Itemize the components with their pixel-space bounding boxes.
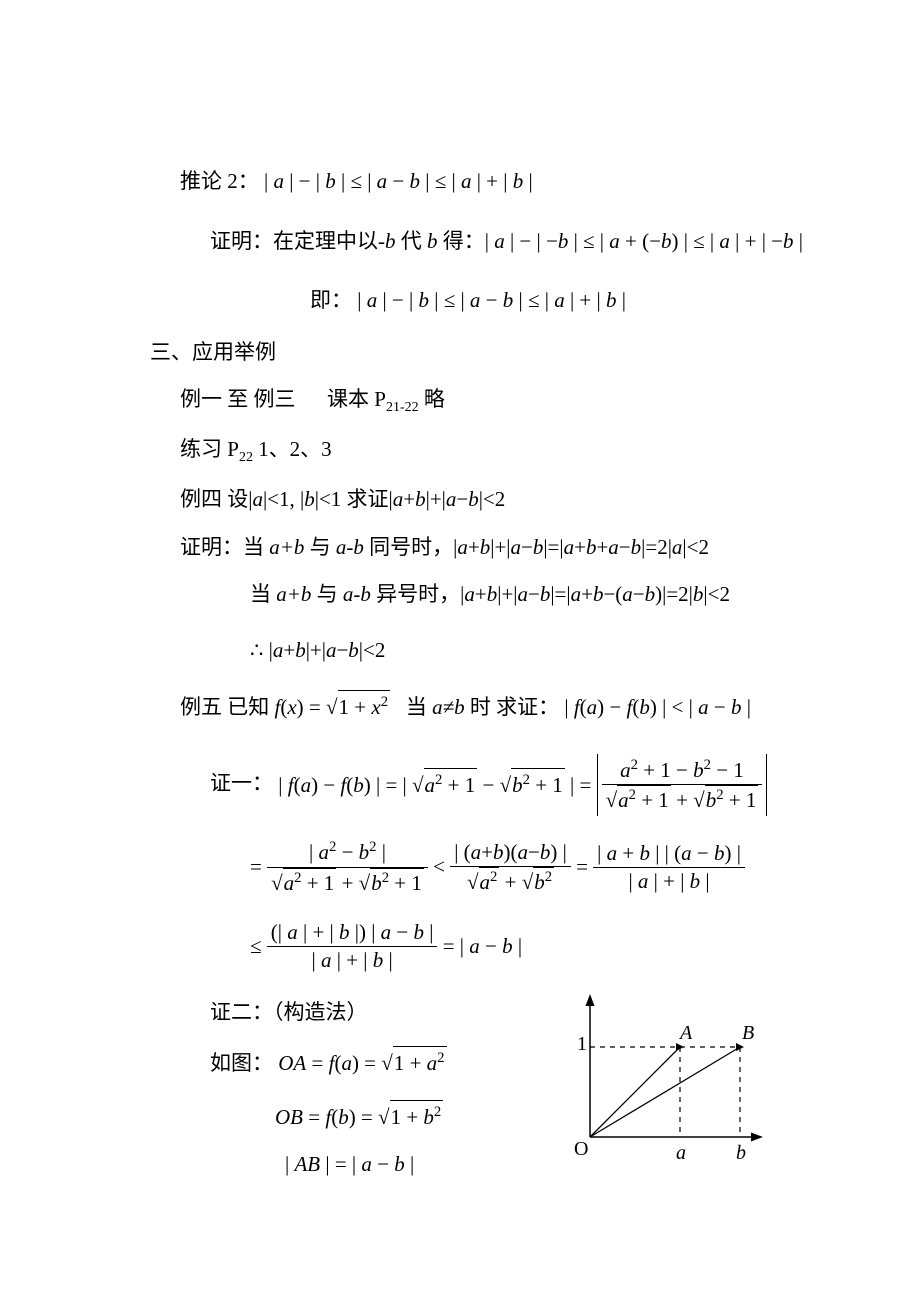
frac1-den: √a2 + 1 + √b2 + 1 xyxy=(602,785,763,814)
proof-text1e: 得： xyxy=(438,229,485,253)
frac5-den: | a | + | b | xyxy=(267,947,438,974)
corollary2-label: 推论 2： xyxy=(180,169,259,193)
ex1to3-b: 课本 P xyxy=(327,387,386,411)
frac3: | (a+b)(a−b) | √a2 + √b2 xyxy=(450,839,571,897)
proof1-row3: ≤ (| a | + | b |) | a − b | | a | + | b … xyxy=(180,919,770,975)
ex1to3-line: 例一 至 例三 课本 P21-22 略 xyxy=(180,384,770,418)
proof2-ab-math: | AB | = | a − b | xyxy=(285,1152,414,1176)
ex4-conclusion: ∴ |a+b|+|a−b|<2 xyxy=(180,635,770,667)
ex4p1-b: a+b xyxy=(269,535,304,559)
frac5-num: (| a | + | b |) | a − b | xyxy=(267,919,438,947)
proof1-label: 证一： xyxy=(210,771,273,795)
proof1-frac1: a2 + 1 − b2 − 1 √a2 + 1 + √b2 + 1 xyxy=(602,756,763,815)
geometry-figure: 1 O A B a b xyxy=(530,987,770,1177)
ex4-concl-math: |a+b|+|a−b|<2 xyxy=(269,638,386,662)
ex4-proof1: 证明：当 a+b 与 a-b 同号时，|a+b|+|a−b|=|a+b+a−b|… xyxy=(180,532,770,564)
proof-text1b: -b xyxy=(378,229,396,253)
row2-lt: < xyxy=(433,855,450,879)
ex5-e: 时 求证： xyxy=(465,695,560,719)
figure-wrap: 1 O A B a b xyxy=(530,987,770,1177)
therefore-icon: ∴ xyxy=(250,638,263,662)
ex1to3-c: 略 xyxy=(424,387,445,411)
ex4p1-a: 证明：当 xyxy=(180,535,269,559)
proof1-lhs: | f(a) − f(b) | = | √a2 + 1 − √b2 + 1 | … xyxy=(278,773,596,797)
ex1to3-gap xyxy=(301,387,322,411)
frac5: (| a | + | b |) | a − b | | a | + | b | xyxy=(267,919,438,975)
ex4-a: 例四 设 xyxy=(180,487,248,511)
section3-heading: 三、应用举例 xyxy=(150,337,770,369)
corollary2-line: 推论 2： | a | − | b | ≤ | a − b | ≤ | a | … xyxy=(180,166,770,198)
ex1to3-a: 例一 至 例三 xyxy=(180,387,296,411)
ex5-c: 当 xyxy=(395,695,432,719)
ex4-proof2: 当 a+b 与 a-b 异号时，|a+b|+|a−b|=|a+b−(a−b)|=… xyxy=(180,579,770,611)
proof-text1d: b xyxy=(427,229,438,253)
row3-tail: = | a − b | xyxy=(443,934,522,958)
ex4p2-e: 异号时， xyxy=(371,582,460,606)
row2-eq2: = xyxy=(576,855,593,879)
practice-sub: 22 xyxy=(239,450,253,465)
ex4p2-c: 与 xyxy=(311,582,343,606)
proof-math2: | a | − | b | ≤ | a − b | ≤ | a | + | b … xyxy=(357,288,626,312)
ex5-b: f(x) = √1 + x2 xyxy=(275,695,391,719)
svg-text:a: a xyxy=(676,1142,686,1164)
frac2-num: | a2 − b2 | xyxy=(267,838,428,867)
ex4-b: |a|<1, |b|<1 xyxy=(248,487,346,511)
frac2-den: √a2 + 1 + √b2 + 1 xyxy=(267,868,428,897)
ex4p2-f: |a+b|+|a−b|=|a+b−(a−b)|=2|b|<2 xyxy=(460,582,730,606)
corollary2-math: | a | − | b | ≤ | a − b | ≤ | a | + | b … xyxy=(264,169,533,193)
proof-text1a: 证明：在定理中以 xyxy=(210,229,378,253)
frac4: | a + b | | (a − b) | | a | + | b | xyxy=(593,840,745,896)
ex1to3-sub: 21-22 xyxy=(386,400,419,415)
ex5-a: 例五 已知 xyxy=(180,695,275,719)
row2-eq: = xyxy=(250,855,267,879)
practice-b: 1、2、3 xyxy=(258,437,332,461)
ex4p1-d: a-b xyxy=(336,535,364,559)
frac4-den: | a | + | b | xyxy=(593,868,745,895)
frac3-den: √a2 + √b2 xyxy=(450,867,571,896)
row3-le: ≤ xyxy=(250,934,267,958)
frac1-num: a2 + 1 − b2 − 1 xyxy=(602,756,763,785)
proof2-ob-math: OB = f(b) = √1 + b2 xyxy=(275,1105,443,1129)
practice-a: 练习 P xyxy=(180,437,239,461)
ex4-c: 求证 xyxy=(347,487,389,511)
ex5-line: 例五 已知 f(x) = √1 + x2 当 a≠b 时 求证： | f(a) … xyxy=(180,690,770,724)
proof1-bigabs: a2 + 1 − b2 − 1 √a2 + 1 + √b2 + 1 xyxy=(597,754,768,817)
ex4p2-d: a-b xyxy=(343,582,371,606)
svg-text:b: b xyxy=(736,1142,746,1164)
frac2: | a2 − b2 | √a2 + 1 + √b2 + 1 xyxy=(267,838,428,897)
ex4-line: 例四 设|a|<1, |b|<1 求证|a+b|+|a−b|<2 xyxy=(180,484,770,516)
ex4p2-b: a+b xyxy=(276,582,311,606)
ex4p2-a: 当 xyxy=(250,582,276,606)
proof-math1: | a | − | −b | ≤ | a + (−b) | ≤ | a | + … xyxy=(485,229,803,253)
proof-text2a: 即： xyxy=(310,288,352,312)
proof-line1: 证明：在定理中以-b 代 b 得：| a | − | −b | ≤ | a + … xyxy=(180,226,770,258)
svg-text:B: B xyxy=(742,1022,754,1044)
proof1-row2: = | a2 − b2 | √a2 + 1 + √b2 + 1 < | (a+b… xyxy=(180,838,770,897)
frac3-num: | (a+b)(a−b) | xyxy=(450,839,571,867)
ex4p1-c: 与 xyxy=(304,535,336,559)
proof-line2: 即： | a | − | b | ≤ | a − b | ≤ | a | + |… xyxy=(180,285,770,317)
svg-text:1: 1 xyxy=(577,1033,587,1055)
ex4p1-e: 同号时， xyxy=(364,535,453,559)
ex5-d: a≠b xyxy=(432,695,465,719)
svg-text:A: A xyxy=(678,1022,693,1044)
section3-text: 三、应用举例 xyxy=(150,340,276,364)
proof1-row1: 证一： | f(a) − f(b) | = | √a2 + 1 − √b2 + … xyxy=(180,754,770,817)
ex4-d: |a+b|+|a−b|<2 xyxy=(389,487,506,511)
proof2-oa-b: OA = f(a) = √1 + a2 xyxy=(278,1051,446,1075)
proof2-label: 证二：（构造法） xyxy=(210,1000,368,1024)
proof2-block: 1 O A B a b 证二：（构造法） 如图： OA = f(a) = √1 … xyxy=(180,997,770,1197)
ex4p1-f: |a+b|+|a−b|=|a+b+a−b|=2|a|<2 xyxy=(453,535,709,559)
proof-text1c: 代 xyxy=(396,229,428,253)
ex5-f: | f(a) − f(b) | < | a − b | xyxy=(564,695,751,719)
frac4-num: | a + b | | (a − b) | xyxy=(593,840,745,868)
practice-line: 练习 P22 1、2、3 xyxy=(180,434,770,468)
svg-text:O: O xyxy=(574,1138,588,1160)
proof2-oa-a: 如图： xyxy=(210,1051,273,1075)
page: 推论 2： | a | − | b | ≤ | a − b | ≤ | a | … xyxy=(0,166,920,1197)
